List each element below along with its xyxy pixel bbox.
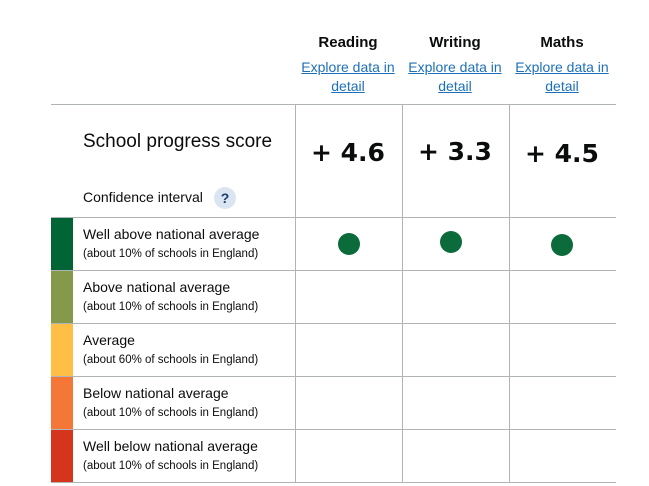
explore-data-link-writing[interactable]: Explore data in detail: [408, 59, 502, 94]
band-indicator-dot-reading: [338, 233, 360, 255]
row-divider: [51, 429, 616, 430]
column-divider: [295, 104, 296, 483]
band-color-swatch: [51, 324, 73, 376]
help-icon[interactable]: ?: [214, 187, 236, 209]
band-subtitle: (about 10% of schools in England): [83, 248, 259, 260]
band-color-swatch: [51, 377, 73, 429]
score-writing: + 3.3: [418, 137, 492, 166]
band-subtitle: (about 10% of schools in England): [83, 301, 259, 313]
score-reading: + 4.6: [311, 138, 385, 167]
row-divider: [51, 376, 616, 377]
band-indicator-dot-maths: [551, 234, 573, 256]
column-divider: [509, 104, 510, 483]
band-title: Average: [83, 332, 135, 348]
band-subtitle: (about 10% of schools in England): [83, 407, 259, 419]
subject-title-reading: Reading: [318, 34, 378, 51]
row-divider: [51, 323, 616, 324]
band-indicator-dot-writing: [440, 231, 462, 253]
school-progress-score-title: School progress score: [83, 131, 273, 152]
band-subtitle: (about 10% of schools in England): [83, 460, 259, 472]
explore-data-link-maths[interactable]: Explore data in detail: [515, 59, 609, 94]
row-divider: [51, 270, 616, 271]
band-subtitle: (about 60% of schools in England): [83, 354, 259, 366]
band-title: Well below national average: [83, 438, 258, 454]
band-color-swatch: [51, 430, 73, 482]
band-title: Above national average: [83, 279, 231, 295]
subject-title-writing: Writing: [429, 34, 481, 51]
subject-title-maths: Maths: [540, 34, 584, 51]
band-color-swatch: [51, 271, 73, 323]
header-divider: [51, 104, 616, 105]
score-maths: + 4.5: [525, 139, 599, 168]
row-divider: [51, 217, 616, 218]
column-divider: [402, 104, 403, 483]
band-title: Below national average: [83, 385, 229, 401]
explore-data-link-reading[interactable]: Explore data in detail: [301, 59, 395, 94]
table-bottom-border: [51, 482, 616, 483]
confidence-interval-label: Confidence interval: [83, 189, 203, 205]
band-color-swatch: [51, 218, 73, 270]
band-title: Well above national average: [83, 226, 260, 242]
